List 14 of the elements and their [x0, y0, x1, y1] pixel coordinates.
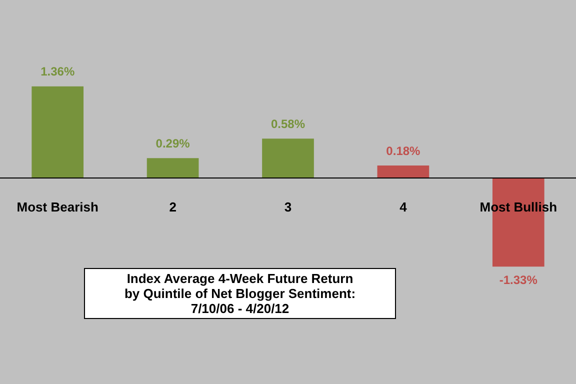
- data-label: -1.33%: [499, 272, 538, 287]
- data-label: 1.36%: [40, 64, 75, 79]
- bar: [32, 86, 84, 178]
- x-tick-label: 4: [400, 200, 408, 215]
- x-tick-label: Most Bearish: [16, 200, 98, 215]
- x-tick-label: 2: [169, 200, 176, 215]
- x-tick-label: 3: [284, 200, 292, 215]
- title-box: Index Average 4-Week Future Return by Quintile of Net Blogger Sentiment: 7/10/06 - 4/20/12: [84, 268, 396, 319]
- bar: [262, 138, 314, 178]
- bar: [377, 165, 430, 178]
- data-label: 0.18%: [386, 144, 421, 158]
- bar: [146, 158, 199, 178]
- data-label: 0.58%: [270, 116, 306, 131]
- data-label: 0.29%: [156, 136, 190, 150]
